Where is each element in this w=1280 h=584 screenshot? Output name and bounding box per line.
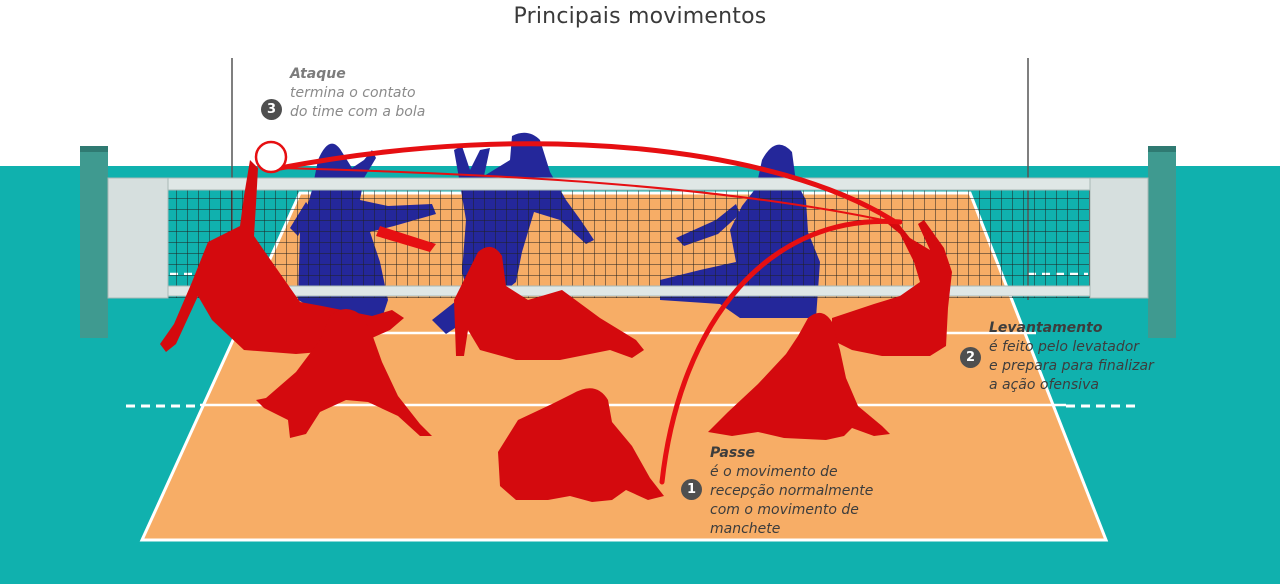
net-post-right (1148, 146, 1176, 338)
trajectory-pass (659, 218, 903, 485)
net-side-panel-left (107, 177, 169, 299)
annotation-passe: Passe é o movimento de recepção normalme… (710, 444, 873, 539)
ball-trajectories (277, 141, 903, 485)
step-number-badge-2: 2 (960, 347, 981, 368)
red-player-center (454, 246, 644, 360)
annotation-levantamento-description: é feito pelo levatador e prepara para fi… (989, 339, 1154, 393)
red-player-right (708, 312, 890, 440)
annotation-ataque-description: termina o contato do time com a bola (290, 85, 426, 120)
red-player-attacker (160, 160, 404, 354)
step-number-badge-3: 3 (261, 99, 282, 120)
net-post-left (80, 146, 108, 338)
ball-shadow-streak (376, 226, 436, 252)
annotation-passe-description: é o movimento de recepção normalmente co… (710, 464, 874, 537)
annotation-ataque-title: Ataque (290, 66, 346, 82)
net-top-band (107, 177, 1149, 191)
net-side-panel-right (1089, 177, 1149, 299)
annotation-ataque: Ataque termina o contato do time com a b… (290, 65, 425, 122)
annotation-passe-title: Passe (710, 445, 755, 461)
red-player-setter (832, 218, 952, 356)
page-title: Principais movimentos (513, 4, 767, 29)
trajectory-set (277, 141, 895, 223)
team-red (160, 160, 952, 502)
red-player-left (256, 309, 432, 438)
annotation-levantamento-title: Levantamento (989, 320, 1103, 336)
trajectory-attack (279, 167, 893, 223)
annotation-levantamento: Levantamento é feito pelo levatador e pr… (989, 319, 1154, 395)
volleyball-icon (254, 140, 288, 174)
red-player-passer (498, 388, 664, 502)
step-number-badge-1: 1 (681, 479, 702, 500)
net-post-right-cap (1148, 146, 1176, 152)
net-post-left-cap (80, 146, 108, 152)
